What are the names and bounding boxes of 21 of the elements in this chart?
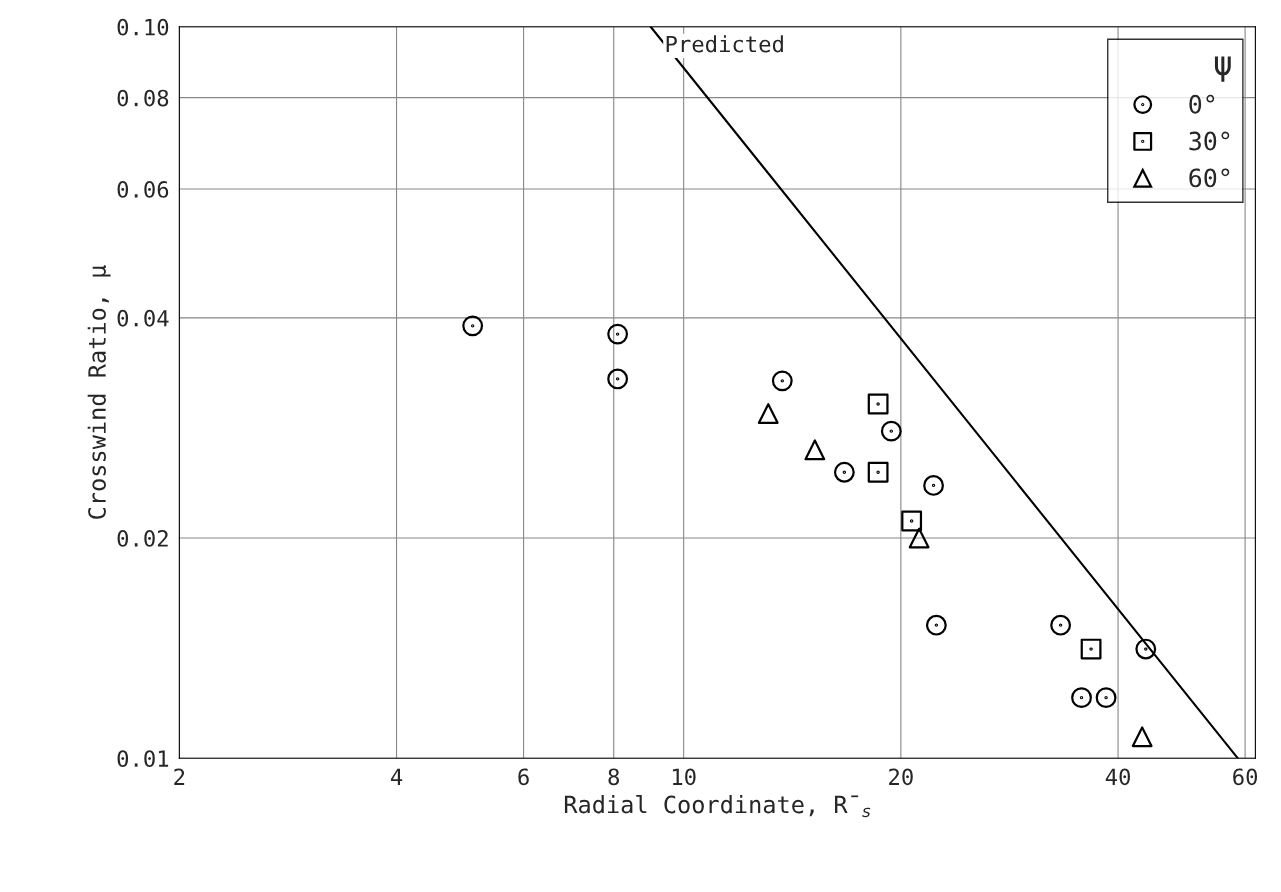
x-tick-label: 20	[889, 768, 913, 786]
legend-title: ψ	[1214, 56, 1231, 82]
x-tick-label: 4	[390, 768, 403, 785]
y-tick-label: 0.02	[117, 530, 168, 547]
x-tick-label: 2	[174, 768, 185, 785]
x-tick-label: 10	[672, 768, 696, 786]
x-tick-label: 40	[1105, 768, 1130, 786]
y-tick-label: 0.01	[117, 750, 169, 768]
y-tick-label: 0.10	[117, 18, 169, 36]
x-tick-label: 60	[1233, 768, 1258, 786]
x-tick-label: 6	[518, 768, 529, 786]
x-tick-label: 8	[608, 768, 619, 786]
legend-label: 30°	[1189, 131, 1230, 151]
series-label: Predicted	[666, 35, 783, 53]
legend-label: 60°	[1189, 168, 1230, 188]
legend-label: 0°	[1189, 94, 1215, 114]
y-tick-label: 0.04	[117, 309, 169, 327]
y-axis-title: Crosswind Ratio, μ	[87, 265, 111, 519]
x-axis-title: Radial Coordinate, R̄$_{s}$	[564, 794, 871, 818]
y-tick-label: 0.06	[117, 181, 169, 198]
y-tick-label: 0.08	[117, 89, 169, 107]
